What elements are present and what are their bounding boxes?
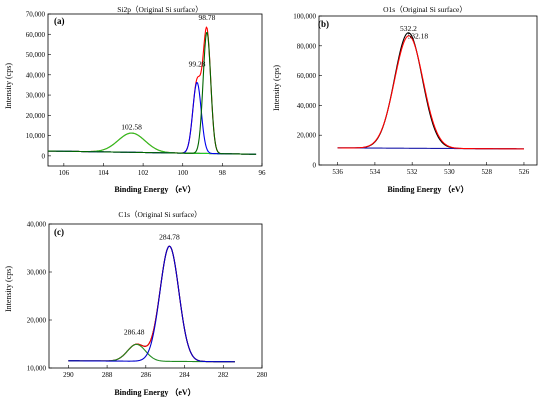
panel-b-xtick-label: 532 — [407, 168, 418, 176]
panel-b-title: O1s（Original Si surface） — [383, 5, 467, 14]
panel-a-xtick-label: 106 — [59, 169, 70, 177]
panel-a-xtick-label: 100 — [177, 169, 188, 177]
panel-c-peak-annotation: 286.48 — [124, 327, 145, 336]
panel-c-ytick-label: 40,000 — [27, 221, 47, 229]
panel-c-frame — [48, 223, 263, 369]
panel-b-label: (b) — [318, 19, 329, 29]
panel-c-series-line — [68, 343, 235, 363]
panel-a-xtick-label: 102 — [138, 169, 149, 177]
panel-b-xtick-label: 528 — [481, 168, 492, 176]
panel-a-xtick-label: 98 — [219, 169, 227, 177]
panel-a-xtick-label: 96 — [259, 169, 267, 177]
panel-c-xlabel: Binding Energy （eV） — [114, 387, 195, 397]
panel-b-xtick-label: 536 — [332, 168, 343, 176]
panel-b-peak-annotation: 532.2 — [400, 24, 417, 33]
panel-a-ytick-label: 10,000 — [26, 132, 46, 140]
panel-b-xlabel: Binding Energy （eV） — [387, 184, 468, 194]
panel-a-ytick-label: 60,000 — [26, 31, 46, 39]
panel-c-label: (c) — [54, 227, 64, 237]
panel-b-o1s: O1s（Original Si surface） (b) Intensity (… — [272, 5, 538, 194]
panel-a-ytick-label: 70,000 — [26, 11, 46, 19]
panel-b-ytick-label: 100,000 — [293, 13, 316, 21]
panel-a-ytick-label: 40,000 — [26, 71, 46, 79]
panel-a-peak-annotation: 102.58 — [121, 123, 142, 132]
panel-b-xtick-label: 530 — [444, 168, 455, 176]
panel-a-series-line — [47, 31, 257, 155]
panel-b-ytick-label: 80,000 — [297, 42, 317, 50]
panel-c-title: C1s（Original Si surface） — [118, 210, 201, 219]
panel-c-xtick-label: 280 — [257, 371, 268, 379]
panel-a-series-line — [47, 26, 257, 155]
panel-c-series-line — [68, 245, 235, 363]
panel-b-ytick-label: 60,000 — [297, 72, 317, 80]
panel-a-si2p: Si2p（Original Si surface） (a) Intensity … — [4, 5, 266, 194]
panel-a-peak-annotation: 99.28 — [189, 60, 206, 69]
panel-c-c1s: C1s（Original Si surface） (c) Intensity (… — [4, 210, 268, 397]
panel-a-ytick-label: 0 — [42, 152, 46, 160]
panel-a-ytick-label: 20,000 — [26, 112, 46, 120]
panel-b-ytick-label: 20,000 — [297, 132, 317, 140]
panel-a-xtick-label: 104 — [98, 169, 109, 177]
panel-b-series-line — [337, 35, 524, 150]
panel-a-frame — [47, 13, 263, 167]
panel-b-series-line — [337, 32, 524, 150]
panel-a-peak-annotation: 98.78 — [198, 13, 215, 22]
panel-b-ylabel: Intensity (cps) — [272, 65, 281, 111]
panel-c-xtick-label: 288 — [102, 371, 113, 379]
panel-c-xtick-label: 286 — [141, 371, 152, 379]
panel-c-peak-annotation: 284.78 — [159, 232, 180, 241]
panel-b-xtick-label: 526 — [519, 168, 530, 176]
panel-c-series-line — [68, 245, 235, 363]
panel-c-ylabel: Intensity (cps) — [4, 266, 13, 312]
panel-b-frame — [318, 15, 538, 166]
panel-a-ytick-label: 50,000 — [26, 51, 46, 59]
panel-a-label: (a) — [54, 16, 65, 26]
panel-a-ytick-label: 30,000 — [26, 92, 46, 100]
panel-c-ytick-label: 10,000 — [27, 365, 47, 373]
panel-b-peak-annotation: 532.18 — [407, 31, 428, 40]
panel-c-ytick-label: 20,000 — [27, 317, 47, 325]
panel-c-xtick-label: 290 — [63, 371, 74, 379]
panel-c-xtick-label: 284 — [179, 371, 190, 379]
panel-b-ytick-label: 0 — [313, 162, 317, 170]
panel-c-ytick-label: 30,000 — [27, 269, 47, 277]
panel-a-title: Si2p（Original Si surface） — [117, 5, 202, 14]
panel-b-xtick-label: 534 — [370, 168, 381, 176]
panel-a-ylabel: Intensity (cps) — [4, 63, 13, 109]
panel-c-series-line — [68, 245, 235, 363]
panel-a-series-line — [47, 81, 257, 155]
panel-c-xtick-label: 282 — [218, 371, 229, 379]
panel-b-ytick-label: 40,000 — [297, 102, 317, 110]
panel-a-xlabel: Binding Energy （eV） — [114, 184, 195, 194]
